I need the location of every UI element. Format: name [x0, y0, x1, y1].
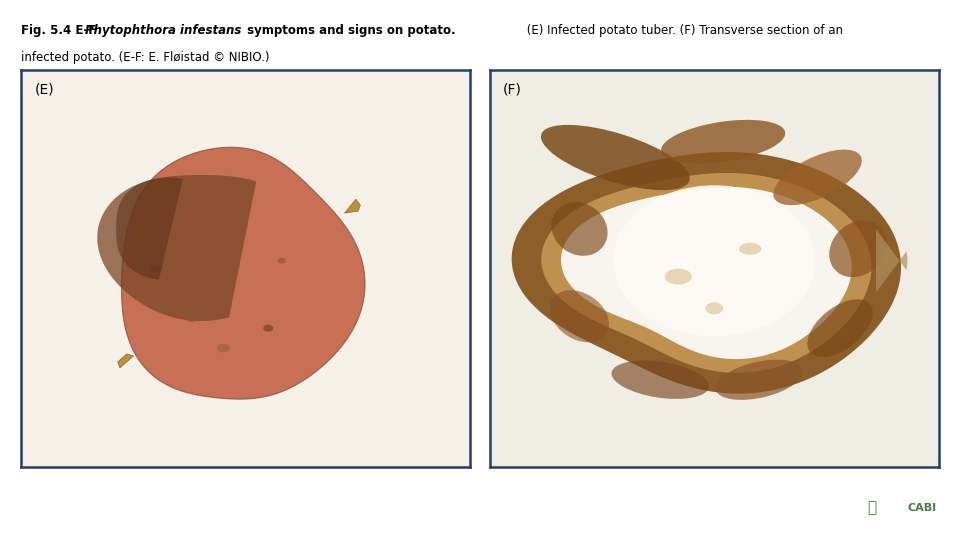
Ellipse shape: [184, 310, 200, 322]
Polygon shape: [345, 199, 360, 213]
Text: symptoms and signs on potato.: symptoms and signs on potato.: [243, 24, 455, 37]
Text: ⓛ: ⓛ: [867, 501, 876, 516]
Polygon shape: [122, 147, 365, 399]
Ellipse shape: [551, 202, 608, 256]
Text: (F): (F): [503, 82, 522, 96]
Text: infected potato. (E-F: E. Fløistad © NIBIO.): infected potato. (E-F: E. Fløistad © NIB…: [21, 51, 270, 64]
Text: Phytophthora infestans: Phytophthora infestans: [85, 24, 242, 37]
Ellipse shape: [277, 258, 286, 264]
Polygon shape: [512, 152, 901, 394]
Polygon shape: [97, 175, 256, 321]
Text: (E): (E): [35, 82, 54, 96]
Ellipse shape: [665, 269, 692, 285]
Ellipse shape: [706, 302, 723, 314]
Ellipse shape: [774, 150, 862, 205]
Ellipse shape: [612, 361, 709, 399]
Ellipse shape: [661, 120, 785, 164]
Text: (E) Infected potato tuber. (F) Transverse section of an: (E) Infected potato tuber. (F) Transvers…: [523, 24, 843, 37]
Text: Plant Pathology and Plant Diseases: Plant Pathology and Plant Diseases: [171, 492, 323, 501]
Ellipse shape: [807, 299, 873, 357]
Ellipse shape: [151, 265, 161, 273]
Polygon shape: [118, 354, 133, 368]
Ellipse shape: [715, 360, 803, 400]
Text: Fig. 5.4 E-F: Fig. 5.4 E-F: [21, 24, 101, 37]
Text: CABI: CABI: [907, 503, 936, 513]
Polygon shape: [876, 229, 907, 293]
Polygon shape: [561, 187, 852, 359]
Polygon shape: [116, 178, 182, 280]
Text: TEACHING MATERIALS: TEACHING MATERIALS: [8, 504, 120, 512]
Ellipse shape: [613, 185, 815, 336]
Ellipse shape: [739, 243, 761, 255]
Ellipse shape: [263, 325, 274, 332]
FancyBboxPatch shape: [842, 481, 955, 535]
Text: © Anne Marte Tronsmo, David B. Collinge, Annika Djurle, Lisa Munk, Jonathan Yuen: © Anne Marte Tronsmo, David B. Collinge,…: [171, 517, 558, 524]
Ellipse shape: [540, 125, 690, 190]
Ellipse shape: [217, 343, 229, 353]
Polygon shape: [541, 173, 872, 373]
Ellipse shape: [550, 290, 609, 342]
Ellipse shape: [829, 220, 887, 277]
